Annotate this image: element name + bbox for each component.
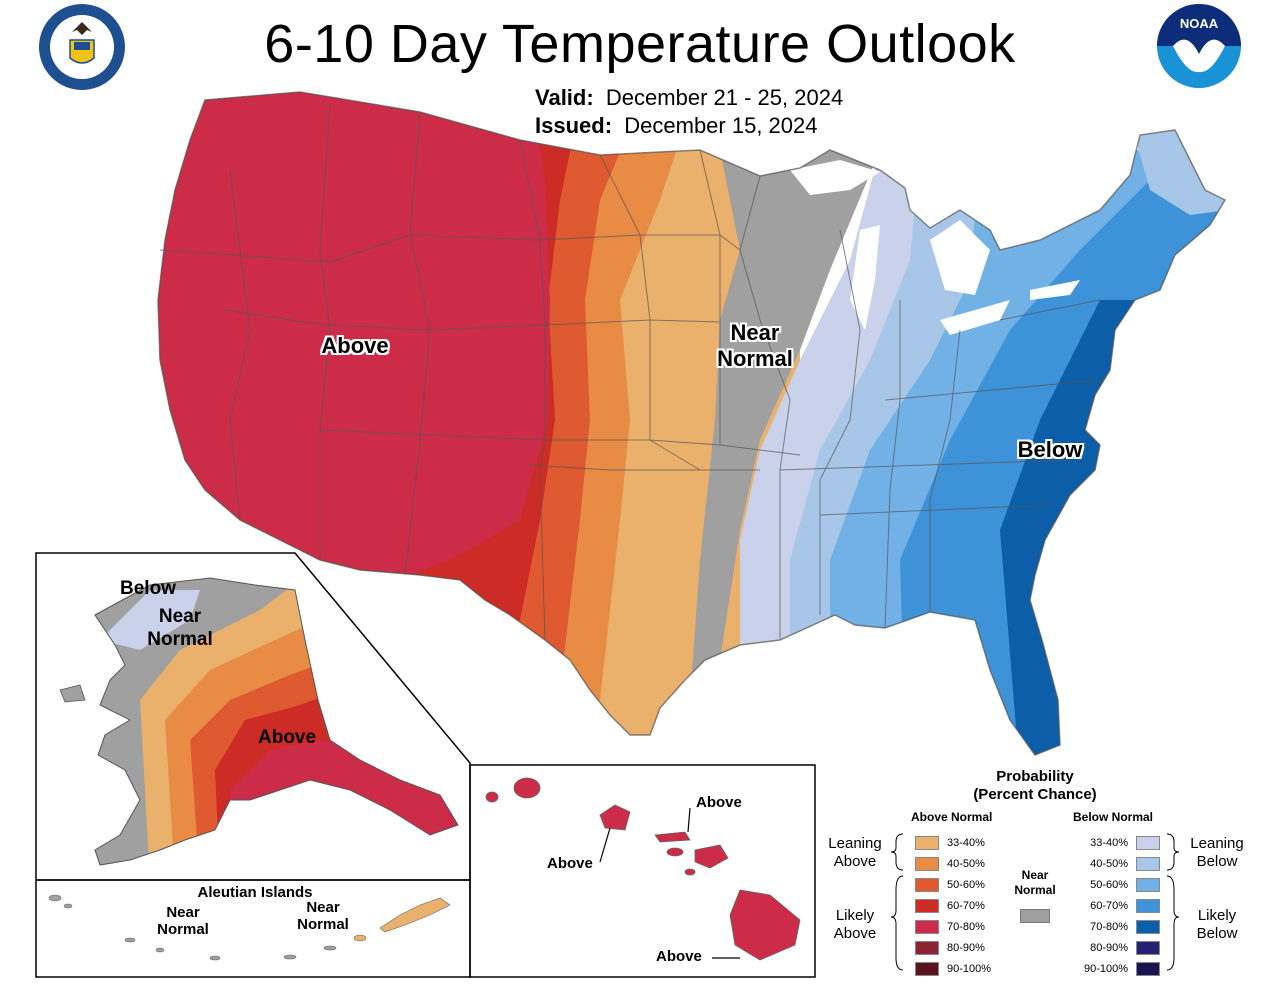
legend-label-above-1: 40-50% (947, 857, 985, 870)
legend-below-header: Below Normal (1073, 810, 1154, 824)
valid-label: Valid: (535, 85, 594, 110)
legend-swatch-below-2 (1136, 877, 1160, 892)
legend-likely-below: Likely Below (1182, 907, 1252, 943)
legend-swatch-above-1 (915, 856, 939, 871)
legend-row-above-6: 90-100% (915, 958, 993, 979)
legend-row-below-0: 33-40% (1082, 832, 1160, 853)
aleutian-title: Aleutian Islands (197, 884, 313, 901)
legend-brackets (890, 833, 1180, 971)
conus-above-label: Above (321, 333, 389, 358)
legend-swatch-above-0 (915, 835, 939, 850)
legend-label-above-5: 80-90% (947, 941, 985, 954)
date-block: Valid: December 21 - 25, 2024 Issued: De… (535, 84, 843, 140)
aleutian-near2-line2: Normal (297, 916, 349, 933)
legend-swatch-below-3 (1136, 898, 1160, 913)
legend-below-rows: 33-40% 40-50% 50-60% 60-70% 70-80% 80-90% 90-1… (1082, 832, 1160, 979)
alaska-below-label: Below (120, 578, 176, 599)
aleutian-near-normal-1: Near Normal (148, 904, 218, 938)
likely-below-line2: Below (1196, 925, 1238, 942)
legend-near-line2: Normal (1014, 883, 1056, 897)
legend-above-rows: 33-40% 40-50% 50-60% 60-70% 70-80% 80-90% 90-1… (915, 832, 993, 979)
aleutian-near1-line2: Normal (157, 921, 209, 938)
legend-label-above-0: 33-40% (947, 836, 985, 849)
legend-swatch-above-2 (915, 877, 939, 892)
issued-value: December 15, 2024 (624, 113, 818, 138)
alaska-near-normal-label: Near Normal (140, 605, 220, 651)
legend-label-below-1: 40-50% (1090, 857, 1128, 870)
legend-swatch-above-3 (915, 898, 939, 913)
alaska-inset (35, 552, 471, 881)
conus-near-normal-label: Near Normal (700, 320, 810, 372)
legend-label-above-4: 70-80% (947, 920, 985, 933)
legend-row-below-6: 90-100% (1082, 958, 1160, 979)
legend-likely-above: Likely Above (820, 907, 890, 943)
legend-label-below-4: 70-80% (1090, 920, 1128, 933)
legend-swatch-below-6 (1136, 961, 1160, 976)
legend-label-above-6: 90-100% (947, 962, 992, 975)
leaning-above-line2: Above (833, 853, 877, 870)
alaska-near-line1: Near (158, 606, 202, 627)
conus-below-label: Below (1017, 437, 1083, 462)
legend-swatch-below-1 (1136, 856, 1160, 871)
likely-above-line2: Above (833, 925, 877, 942)
likely-above-line1: Likely (835, 907, 875, 924)
state-lines (157, 91, 1227, 756)
doc-seal (37, 2, 127, 92)
legend-row-above-4: 70-80% (915, 916, 993, 937)
noaa-logo: NOAA (1155, 2, 1243, 90)
hawaii-above-label-2: Above (696, 794, 742, 811)
legend-row-above-2: 50-60% (915, 874, 993, 895)
legend-label-below-0: 33-40% (1090, 836, 1128, 849)
noaa-text: NOAA (1179, 16, 1219, 31)
legend-row-above-0: 33-40% (915, 832, 993, 853)
legend-label-below-5: 80-90% (1090, 941, 1128, 954)
legend-row-below-4: 70-80% (1082, 916, 1160, 937)
legend-row-below-2: 50-60% (1082, 874, 1160, 895)
legend-row-above-3: 60-70% (915, 895, 993, 916)
aleutian-near-normal-2: Near Normal (288, 899, 358, 933)
legend-near-line1: Near (1021, 868, 1049, 882)
conus-near-line2: Normal (717, 346, 793, 371)
hawaii-above-label-3: Above (656, 948, 702, 965)
likely-below-line1: Likely (1197, 907, 1237, 924)
legend-swatch-above-4 (915, 919, 939, 934)
legend-label-below-6: 90-100% (1083, 962, 1128, 975)
legend-swatch-below-5 (1136, 940, 1160, 955)
hawaii-above-label-1: Above (547, 855, 593, 872)
leaning-below-line2: Below (1196, 853, 1238, 870)
legend-row-below-3: 60-70% (1082, 895, 1160, 916)
legend-label-above-3: 60-70% (947, 899, 985, 912)
legend-label-above-2: 50-60% (947, 878, 985, 891)
legend-title: Probability (Percent Chance) (935, 768, 1135, 804)
legend-row-below-1: 40-50% (1082, 853, 1160, 874)
legend-swatch-below-0 (1136, 835, 1160, 850)
hawaii-inset (469, 764, 816, 978)
page-title: 6-10 Day Temperature Outlook (264, 14, 1016, 74)
legend-swatch-above-5 (915, 940, 939, 955)
alaska-near-line2: Normal (147, 629, 213, 650)
alaska-above-label: Above (258, 727, 317, 748)
legend-label-below-3: 60-70% (1090, 899, 1128, 912)
legend-near-swatch (1020, 909, 1050, 923)
legend-row-above-1: 40-50% (915, 853, 993, 874)
leaning-below-line1: Leaning (1190, 835, 1244, 852)
legend-leaning-above: Leaning Above (820, 835, 890, 871)
legend-row-above-5: 80-90% (915, 937, 993, 958)
aleutian-near2-line1: Near (306, 899, 340, 916)
legend-title-line1: Probability (996, 768, 1074, 785)
valid-value: December 21 - 25, 2024 (605, 85, 844, 110)
legend-swatch-above-6 (915, 961, 939, 976)
legend-near-normal: Near Normal (1005, 868, 1065, 898)
legend-leaning-below: Leaning Below (1182, 835, 1252, 871)
legend-label-below-2: 50-60% (1090, 878, 1128, 891)
conus-near-line1: Near (730, 320, 780, 345)
legend-row-below-5: 80-90% (1082, 937, 1160, 958)
aleutian-near1-line1: Near (166, 904, 200, 921)
issued-label: Issued: (535, 113, 613, 138)
legend-above-header: Above Normal (911, 810, 993, 824)
legend-title-line2: (Percent Chance) (973, 786, 1097, 803)
legend-swatch-below-4 (1136, 919, 1160, 934)
leaning-above-line1: Leaning (828, 835, 882, 852)
